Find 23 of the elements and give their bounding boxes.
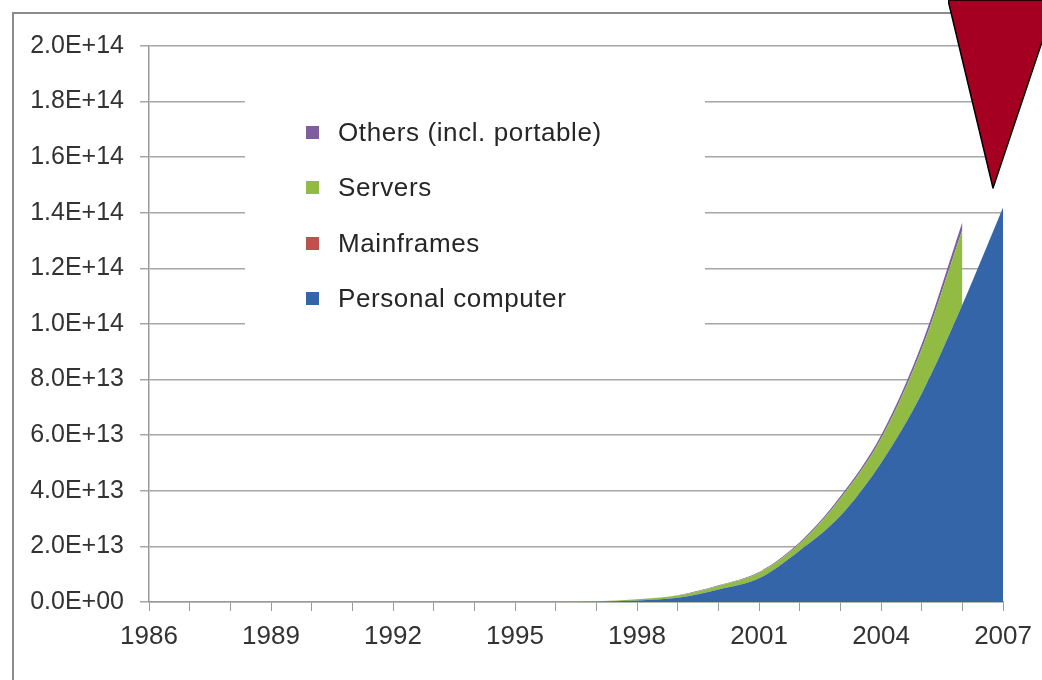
x-tick-label: 1989 (242, 619, 300, 650)
x-tick-label: 1998 (608, 619, 666, 650)
legend-label: Others (incl. portable) (338, 116, 602, 148)
y-tick-label: 2.0E+14 (30, 29, 125, 58)
y-tick-label: 1.4E+14 (30, 196, 125, 225)
y-tick-label: 1.8E+14 (30, 85, 125, 114)
y-tick-label: 1.0E+14 (30, 307, 125, 336)
x-tick-label: 2004 (852, 619, 910, 650)
y-tick-label: 4.0E+13 (30, 474, 124, 503)
x-tick-label: 1992 (364, 619, 422, 650)
x-tick-label: 2007 (974, 619, 1032, 650)
y-tick-label: 1.6E+14 (30, 141, 125, 170)
x-tick-label: 2001 (730, 619, 788, 650)
legend-label: Mainframes (338, 227, 480, 259)
legend-label: Servers (338, 172, 432, 203)
y-tick-label: 8.0E+13 (30, 363, 124, 392)
y-tick-label: 6.0E+13 (30, 419, 124, 448)
y-tick-label: 2.0E+13 (30, 530, 124, 559)
x-tick-label: 1995 (486, 619, 544, 650)
legend-label: Personal computer (338, 283, 567, 314)
y-tick-label: 1.2E+14 (30, 252, 125, 281)
x-tick-label: 1986 (120, 619, 178, 650)
y-tick-label: 0.0E+00 (30, 585, 124, 614)
